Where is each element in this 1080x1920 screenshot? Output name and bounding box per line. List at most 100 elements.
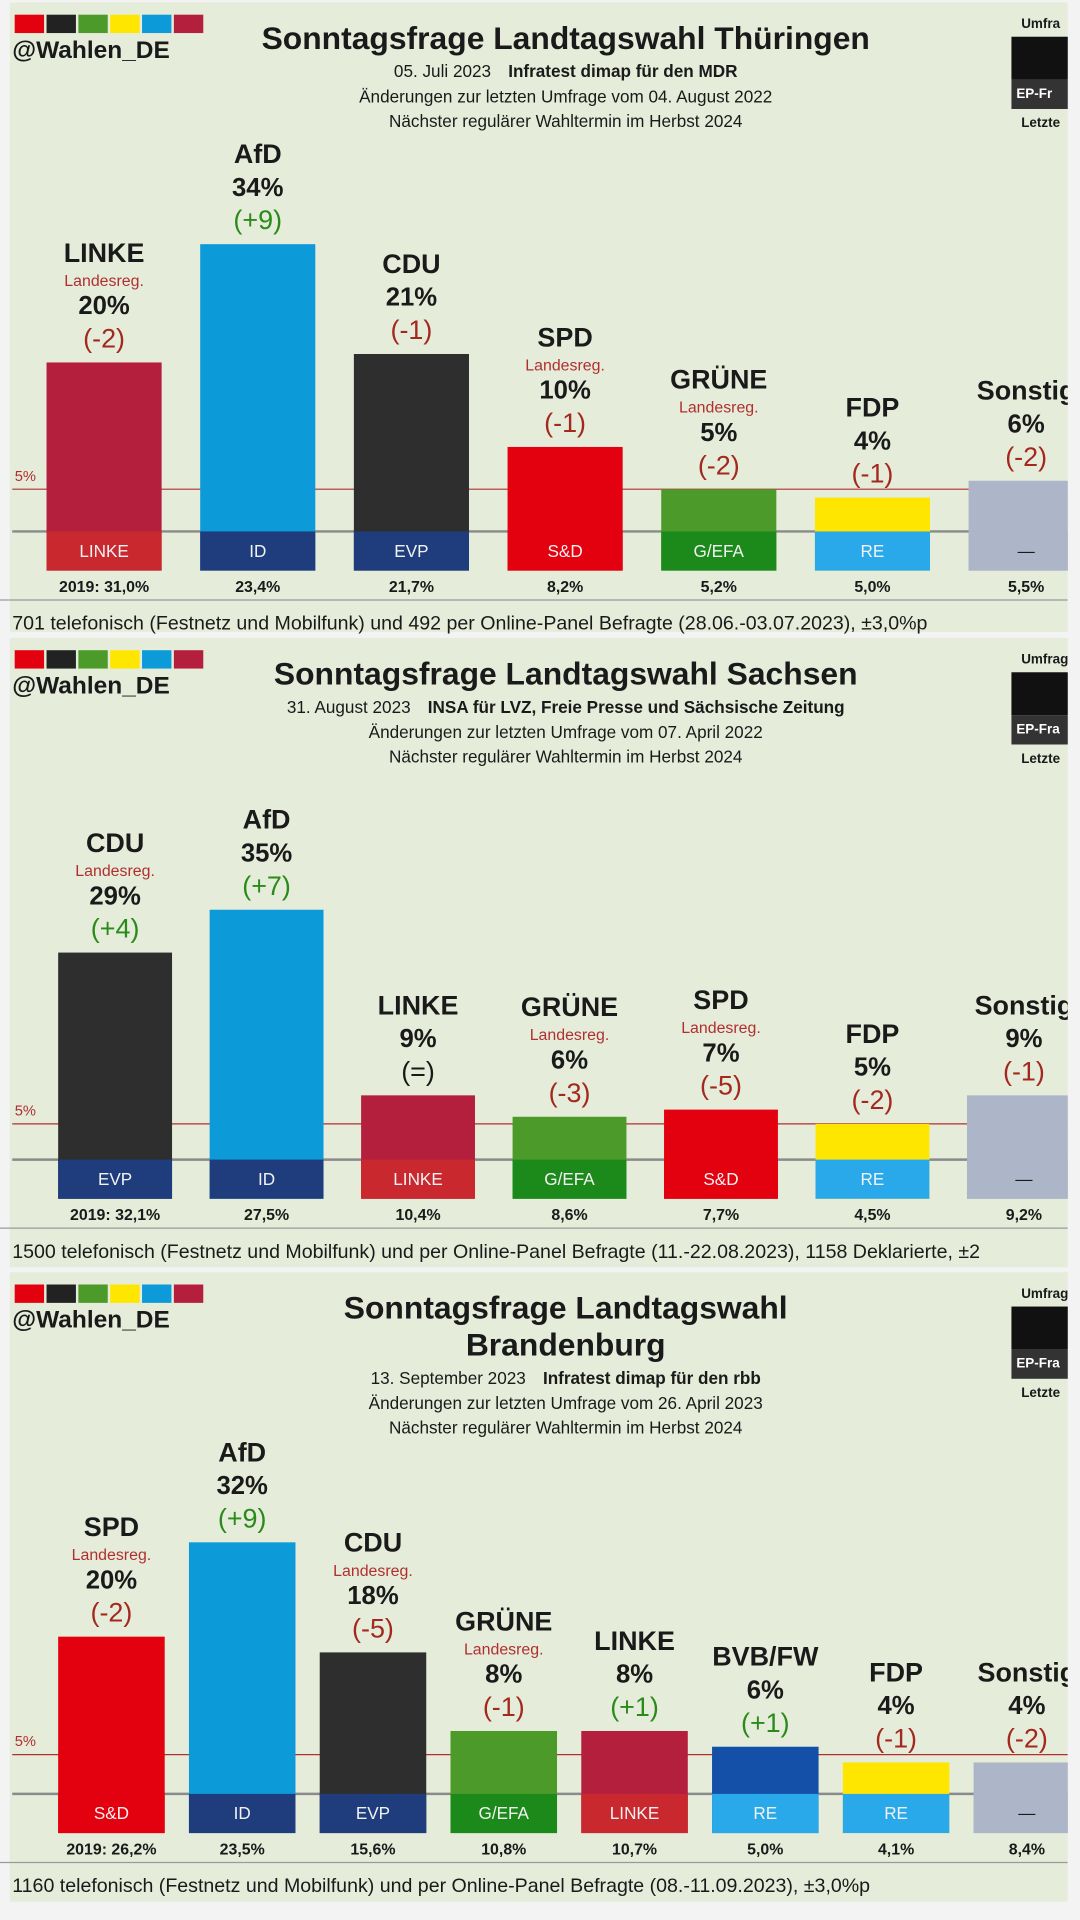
logo-strip [173, 650, 204, 669]
category-label: CDU [382, 249, 440, 279]
category-label: LINKE [378, 990, 459, 1020]
category-label: Sonstig [978, 1657, 1077, 1687]
chart-panel: @Wahlen_DE Sonntagsfrage Landtagswahl Thü… [0, 2, 1068, 635]
value-label: 4% [1008, 1692, 1045, 1720]
group-label: LINKE [79, 541, 129, 561]
subtitle: Änderungen zur letzten Umfrage vom 04. A… [359, 86, 772, 106]
value-label: 7% [702, 1039, 739, 1067]
category-label: BVB/FW [712, 1642, 819, 1672]
category-label: GRÜNE [455, 1606, 552, 1636]
chart-title: Sonntagsfrage Landtagswahl Thüringen [262, 20, 870, 56]
previous-label: 4,5% [854, 1207, 890, 1224]
change-label: (-5) [700, 1071, 742, 1101]
group-label: RE [753, 1803, 777, 1823]
group-label: LINKE [610, 1803, 660, 1823]
group-box [968, 531, 1068, 571]
previous-label: 2019: 26,2% [66, 1841, 156, 1858]
value-label: 4% [878, 1692, 915, 1720]
subtitle: Nächster regulärer Wahltermin im Herbst … [389, 111, 743, 131]
side-label: Umfrag [1021, 1286, 1068, 1301]
chart-title: Sonntagsfrage Landtagswahl Sachsen [274, 655, 858, 691]
value-label: 9% [399, 1025, 436, 1053]
logo-strip [110, 1284, 140, 1303]
group-box [450, 1793, 558, 1834]
change-label: (-1) [852, 459, 894, 489]
change-label: (-1) [483, 1692, 525, 1722]
date: 05. Juli 2023 [394, 61, 491, 81]
group-label: G/EFA [544, 1169, 595, 1189]
logo-strip [14, 650, 45, 669]
note-label: Landesreg. [525, 357, 605, 374]
logo-strip [173, 14, 204, 34]
logo-strip [78, 14, 108, 34]
change-label: (-1) [1003, 1056, 1045, 1086]
change-label: (-2) [1005, 442, 1047, 472]
date: 13. September 2023 [371, 1367, 526, 1387]
threshold-label: 5% [15, 1734, 36, 1750]
previous-label: 5,2% [701, 579, 737, 596]
logo-strip [46, 650, 76, 669]
previous-label: 8,2% [547, 579, 583, 596]
note-label: Landesreg. [679, 400, 759, 417]
note-label: Landesreg. [75, 863, 155, 880]
logo-strip [14, 14, 45, 34]
category-label: AfD [234, 139, 282, 169]
change-label: (=) [401, 1056, 435, 1086]
group-box [712, 1793, 819, 1834]
side-label: Letzte [1021, 115, 1060, 130]
group-box [512, 1159, 627, 1199]
side-box [1011, 79, 1068, 109]
footnote: 701 telefonisch (Festnetz und Mobilfunk)… [12, 613, 927, 635]
footnote: 1500 telefonisch (Festnetz und Mobilfunk… [12, 1241, 980, 1263]
side-box [1011, 36, 1068, 80]
group-label: RE [861, 541, 885, 561]
chart-panel: @Wahlen_DE Sonntagsfrage LandtagswahlBran… [0, 1272, 1077, 1902]
bar [209, 909, 324, 1199]
group-label: ID [258, 1169, 275, 1189]
change-label: (-2) [83, 324, 125, 354]
subtitle: Änderungen zur letzten Umfrage vom 26. A… [369, 1393, 763, 1413]
logo-strip [110, 650, 140, 669]
change-label: (+1) [610, 1692, 659, 1722]
group-label: S&D [94, 1803, 129, 1823]
category-label: GRÜNE [670, 365, 767, 395]
logo-strip [14, 1284, 45, 1303]
logo: @Wahlen_DE [12, 672, 170, 699]
threshold-label: 5% [15, 469, 36, 485]
group-box [842, 1793, 950, 1834]
date-source-line: 05. Juli 2023 Infratest dimap für den MDR [394, 61, 738, 81]
previous-label: 23,4% [235, 579, 280, 596]
source: Infratest dimap für den MDR [508, 61, 738, 81]
value-label: 21% [386, 284, 438, 312]
value-label: 18% [347, 1582, 399, 1610]
group-box [353, 531, 469, 571]
value-label: 20% [86, 1566, 138, 1594]
bar [200, 244, 316, 571]
group-label: G/EFA [479, 1803, 530, 1823]
previous-label: 15,6% [350, 1841, 395, 1858]
group-label: S&D [703, 1169, 738, 1189]
change-label: (-2) [90, 1598, 132, 1628]
logo-strip [78, 1284, 108, 1303]
category-label: FDP [846, 1019, 900, 1049]
previous-label: 10,4% [395, 1207, 440, 1224]
chart-title: Sonntagsfrage Landtagswahl [344, 1290, 788, 1326]
note-label: Landesreg. [64, 273, 144, 290]
change-label: (-2) [698, 450, 740, 480]
group-label: G/EFA [694, 541, 745, 561]
chart-title: Brandenburg [466, 1326, 666, 1362]
category-label: CDU [344, 1528, 402, 1558]
value-label: 35% [241, 839, 293, 867]
logo-strip [46, 14, 76, 34]
previous-label: 2019: 32,1% [70, 1207, 160, 1224]
side-label: Umfra [1021, 16, 1060, 31]
previous-label: 4,1% [878, 1841, 914, 1858]
group-box [188, 1793, 296, 1834]
note-label: Landesreg. [333, 1563, 413, 1580]
group-label: RE [861, 1169, 885, 1189]
change-label: (-5) [352, 1613, 394, 1643]
group-box [58, 1793, 165, 1834]
value-label: 10% [539, 377, 591, 405]
threshold-label: 5% [15, 1104, 36, 1120]
category-label: AfD [218, 1437, 266, 1467]
